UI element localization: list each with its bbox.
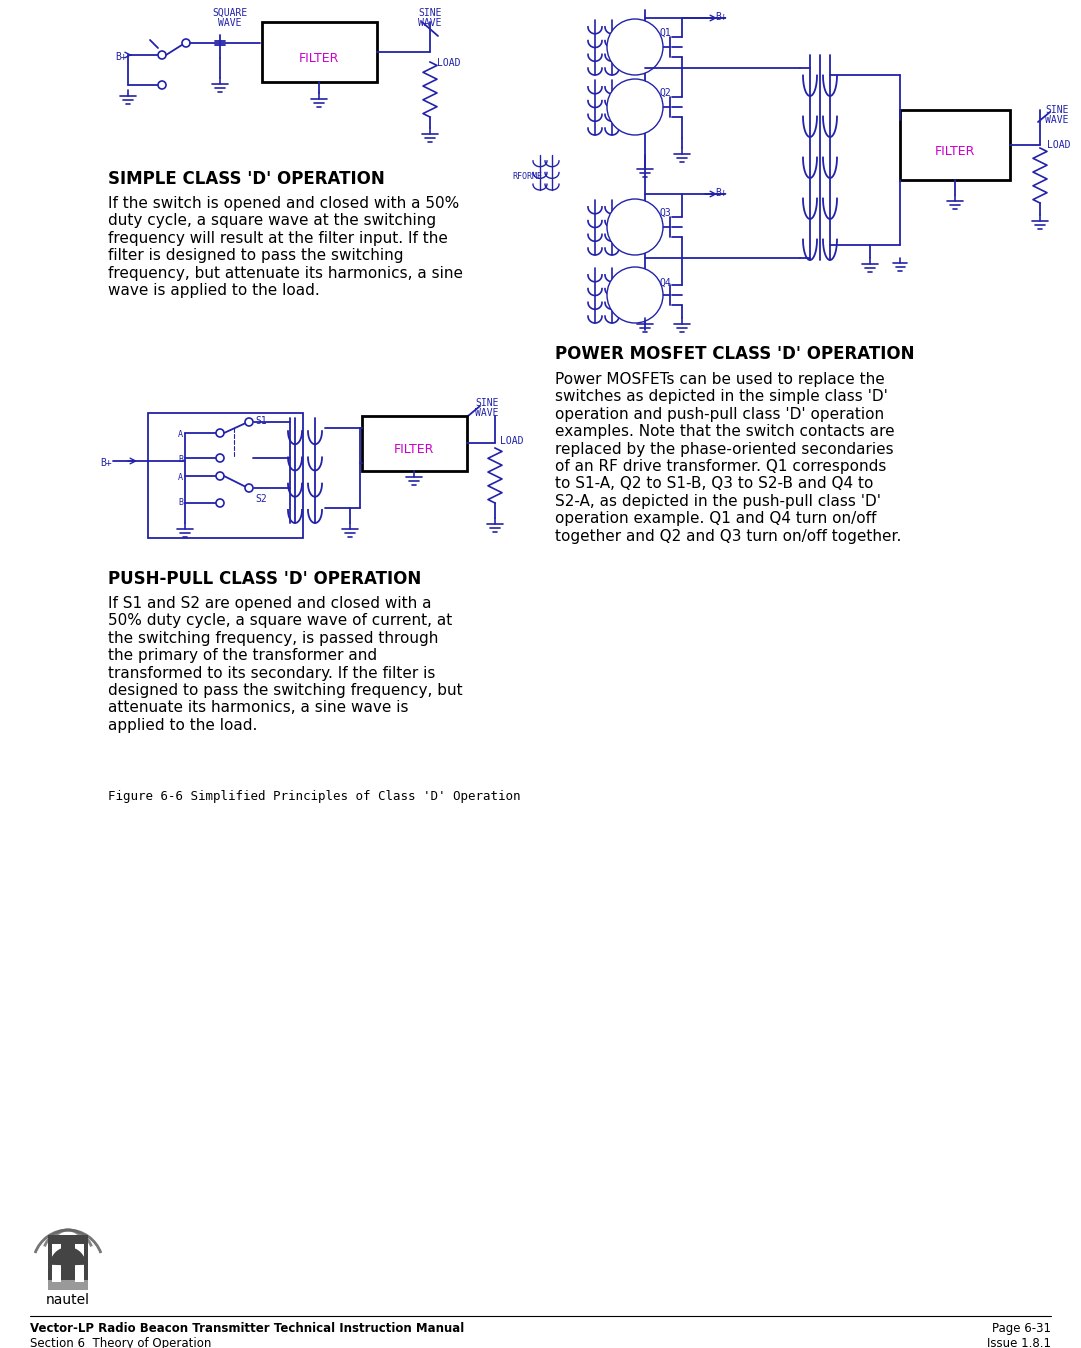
Text: FILTER: FILTER [393,443,435,456]
Text: LOAD: LOAD [437,58,461,67]
Text: Page 6-31: Page 6-31 [992,1322,1051,1335]
Text: Vector-LP Radio Beacon Transmitter Technical Instruction Manual: Vector-LP Radio Beacon Transmitter Techn… [30,1322,464,1335]
Text: Section 6  Theory of Operation: Section 6 Theory of Operation [30,1337,212,1348]
Text: If S1 and S2 are opened and closed with a
50% duty cycle, a square wave of curre: If S1 and S2 are opened and closed with … [108,596,463,733]
Circle shape [245,418,253,426]
Text: SINE: SINE [1045,105,1068,115]
Text: B+: B+ [101,458,111,468]
Circle shape [158,51,166,59]
Circle shape [608,267,663,324]
Circle shape [608,80,663,135]
Text: B+: B+ [115,53,126,62]
Bar [148,412,303,538]
Bar [75,1244,84,1282]
Bar [48,1235,88,1285]
Text: SINE: SINE [418,8,442,18]
Text: S1: S1 [255,417,267,426]
Text: LOAD: LOAD [1047,140,1070,150]
Text: A: A [178,473,183,483]
Text: Q2: Q2 [660,88,671,98]
Circle shape [182,39,190,47]
Text: Q1: Q1 [660,28,671,38]
Text: RFORME: RFORME [512,173,542,181]
Text: Q3: Q3 [660,208,671,218]
Circle shape [608,200,663,255]
Text: LOAD: LOAD [501,435,523,446]
Bar [900,111,1010,181]
Circle shape [216,429,224,437]
Text: B: B [178,497,183,507]
Text: A: A [178,430,183,439]
Text: FILTER: FILTER [935,146,975,158]
Text: nautel: nautel [46,1293,90,1308]
Text: If the switch is opened and closed with a 50%
duty cycle, a square wave at the s: If the switch is opened and closed with … [108,195,463,298]
Bar [362,417,467,470]
Circle shape [158,81,166,89]
Text: SQUARE: SQUARE [212,8,248,18]
Bar [262,22,377,82]
Text: Power MOSFETs can be used to replace the
switches as depicted in the simple clas: Power MOSFETs can be used to replace the… [555,372,902,543]
Text: B: B [178,456,183,464]
Text: B+: B+ [715,12,726,22]
Text: Figure 6-6 Simplified Principles of Class 'D' Operation: Figure 6-6 Simplified Principles of Clas… [108,790,520,803]
Circle shape [216,472,224,480]
Text: Q4: Q4 [660,278,671,288]
Text: PUSH-PULL CLASS 'D' OPERATION: PUSH-PULL CLASS 'D' OPERATION [108,570,422,588]
Text: WAVE: WAVE [418,18,442,28]
Circle shape [216,454,224,462]
Text: WAVE: WAVE [1045,115,1068,125]
Text: SINE: SINE [475,398,498,408]
Text: WAVE: WAVE [475,408,498,418]
Circle shape [245,484,253,492]
Bar [48,1281,88,1290]
Text: B+: B+ [715,187,726,198]
Text: POWER MOSFET CLASS 'D' OPERATION: POWER MOSFET CLASS 'D' OPERATION [555,345,915,363]
Circle shape [216,499,224,507]
Text: FILTER: FILTER [298,53,339,65]
Circle shape [608,19,663,75]
Bar [52,1244,61,1282]
Text: SIMPLE CLASS 'D' OPERATION: SIMPLE CLASS 'D' OPERATION [108,170,385,187]
Text: S2: S2 [255,493,267,504]
Text: WAVE: WAVE [218,18,242,28]
Text: Issue 1.8.1: Issue 1.8.1 [987,1337,1051,1348]
